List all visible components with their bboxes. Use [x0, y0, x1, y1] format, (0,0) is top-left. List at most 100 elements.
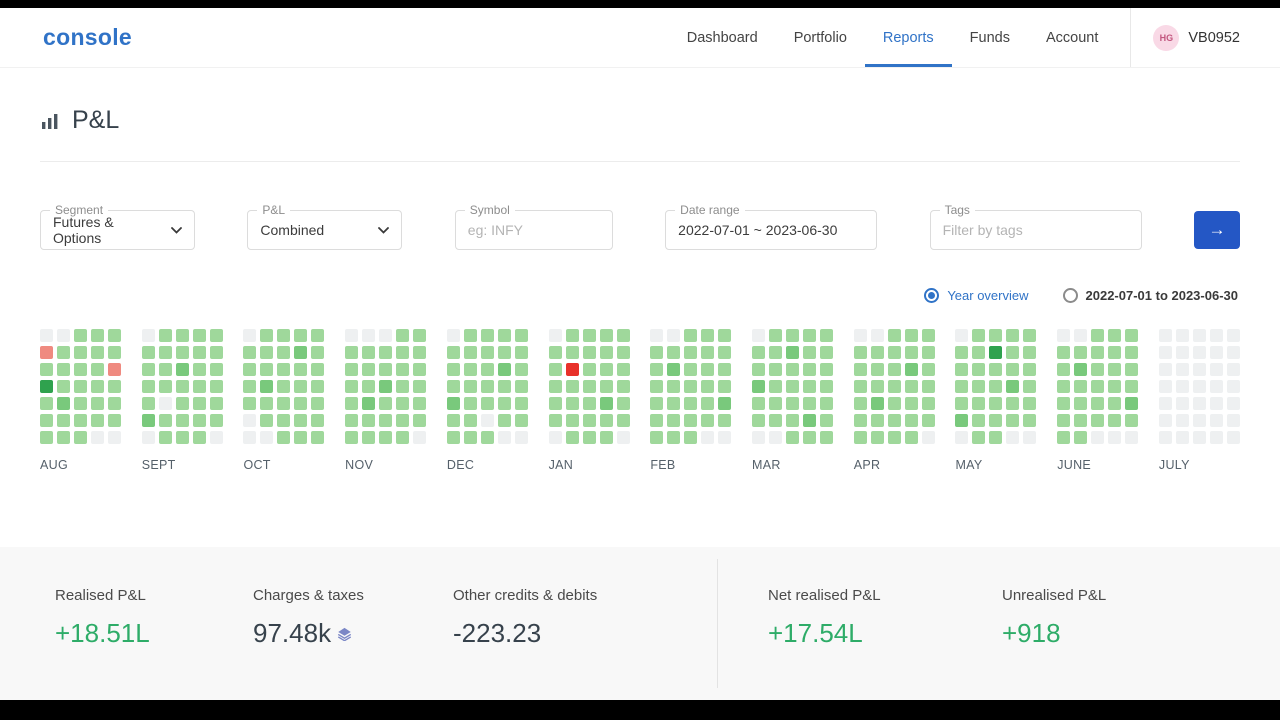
heatmap-cell[interactable] — [209, 346, 223, 359]
segment-select[interactable]: Segment Futures & Options — [40, 203, 195, 250]
heatmap-cell[interactable] — [684, 431, 698, 444]
heatmap-cell[interactable] — [786, 397, 800, 410]
heatmap-cell[interactable] — [260, 397, 274, 410]
heatmap-cell[interactable] — [1125, 414, 1139, 427]
heatmap-cell[interactable] — [311, 397, 325, 410]
heatmap-cell[interactable] — [887, 431, 901, 444]
heatmap-cell[interactable] — [582, 431, 596, 444]
heatmap-cell[interactable] — [294, 363, 308, 376]
heatmap-cell[interactable] — [972, 397, 986, 410]
heatmap-cell[interactable] — [853, 329, 867, 342]
heatmap-cell[interactable] — [921, 380, 935, 393]
heatmap-cell[interactable] — [362, 346, 376, 359]
heatmap-cell[interactable] — [294, 431, 308, 444]
heatmap-cell[interactable] — [91, 329, 104, 342]
heatmap-cell[interactable] — [108, 329, 121, 342]
heatmap-cell[interactable] — [57, 346, 70, 359]
heatmap-cell[interactable] — [1158, 363, 1172, 376]
heatmap-cell[interactable] — [565, 329, 579, 342]
heatmap-cell[interactable] — [175, 380, 189, 393]
heatmap-cell[interactable] — [820, 431, 834, 444]
heatmap-cell[interactable] — [480, 346, 494, 359]
heatmap-cell[interactable] — [396, 346, 410, 359]
heatmap-cell[interactable] — [701, 414, 715, 427]
heatmap-cell[interactable] — [820, 380, 834, 393]
heatmap-cell[interactable] — [803, 380, 817, 393]
heatmap-cell[interactable] — [345, 431, 359, 444]
heatmap-cell[interactable] — [820, 329, 834, 342]
heatmap-cell[interactable] — [446, 363, 460, 376]
heatmap-cell[interactable] — [413, 397, 427, 410]
heatmap-cell[interactable] — [362, 397, 376, 410]
heatmap-cell[interactable] — [463, 346, 477, 359]
heatmap-cell[interactable] — [701, 397, 715, 410]
heatmap-cell[interactable] — [904, 431, 918, 444]
heatmap-cell[interactable] — [955, 397, 969, 410]
heatmap-cell[interactable] — [91, 397, 104, 410]
heatmap-cell[interactable] — [74, 397, 87, 410]
heatmap-cell[interactable] — [1074, 380, 1088, 393]
heatmap-cell[interactable] — [565, 346, 579, 359]
heatmap-cell[interactable] — [175, 397, 189, 410]
heatmap-cell[interactable] — [243, 414, 257, 427]
heatmap-cell[interactable] — [108, 363, 121, 376]
heatmap-cell[interactable] — [718, 363, 732, 376]
heatmap-cell[interactable] — [1006, 329, 1020, 342]
heatmap-cell[interactable] — [514, 363, 528, 376]
heatmap-cell[interactable] — [1209, 431, 1223, 444]
heatmap-cell[interactable] — [887, 397, 901, 410]
heatmap-cell[interactable] — [514, 397, 528, 410]
heatmap-cell[interactable] — [345, 380, 359, 393]
heatmap-cell[interactable] — [396, 380, 410, 393]
heatmap-cell[interactable] — [345, 397, 359, 410]
heatmap-cell[interactable] — [379, 380, 393, 393]
heatmap-cell[interactable] — [141, 414, 155, 427]
heatmap-cell[interactable] — [684, 414, 698, 427]
view-option-date-range[interactable]: 2022-07-01 to 2023-06-30 — [1062, 288, 1238, 303]
heatmap-cell[interactable] — [57, 414, 70, 427]
heatmap-cell[interactable] — [820, 346, 834, 359]
heatmap-cell[interactable] — [870, 329, 884, 342]
heatmap-cell[interactable] — [803, 431, 817, 444]
heatmap-cell[interactable] — [294, 397, 308, 410]
heatmap-cell[interactable] — [972, 414, 986, 427]
heatmap-cell[interactable] — [667, 431, 681, 444]
heatmap-cell[interactable] — [1209, 329, 1223, 342]
heatmap-cell[interactable] — [667, 380, 681, 393]
heatmap-cell[interactable] — [514, 329, 528, 342]
heatmap-cell[interactable] — [667, 363, 681, 376]
heatmap-cell[interactable] — [260, 380, 274, 393]
heatmap-cell[interactable] — [379, 329, 393, 342]
heatmap-cell[interactable] — [158, 397, 172, 410]
heatmap-cell[interactable] — [514, 414, 528, 427]
heatmap-cell[interactable] — [413, 414, 427, 427]
heatmap-cell[interactable] — [463, 397, 477, 410]
heatmap-cell[interactable] — [175, 329, 189, 342]
heatmap-cell[interactable] — [904, 346, 918, 359]
heatmap-cell[interactable] — [548, 329, 562, 342]
heatmap-cell[interactable] — [820, 363, 834, 376]
heatmap-cell[interactable] — [1158, 397, 1172, 410]
heatmap-cell[interactable] — [1192, 397, 1206, 410]
heatmap-cell[interactable] — [972, 431, 986, 444]
heatmap-cell[interactable] — [548, 363, 562, 376]
heatmap-cell[interactable] — [480, 329, 494, 342]
heatmap-cell[interactable] — [362, 431, 376, 444]
heatmap-cell[interactable] — [565, 414, 579, 427]
heatmap-cell[interactable] — [446, 329, 460, 342]
heatmap-cell[interactable] — [497, 431, 511, 444]
heatmap-cell[interactable] — [1108, 397, 1122, 410]
heatmap-cell[interactable] — [108, 414, 121, 427]
heatmap-cell[interactable] — [497, 346, 511, 359]
heatmap-cell[interactable] — [57, 329, 70, 342]
heatmap-cell[interactable] — [701, 380, 715, 393]
heatmap-cell[interactable] — [1023, 380, 1037, 393]
heatmap-cell[interactable] — [1023, 363, 1037, 376]
heatmap-cell[interactable] — [74, 380, 87, 393]
heatmap-cell[interactable] — [91, 346, 104, 359]
heatmap-cell[interactable] — [1091, 346, 1105, 359]
heatmap-cell[interactable] — [480, 431, 494, 444]
heatmap-cell[interactable] — [650, 363, 664, 376]
heatmap-cell[interactable] — [40, 329, 53, 342]
heatmap-cell[interactable] — [141, 397, 155, 410]
